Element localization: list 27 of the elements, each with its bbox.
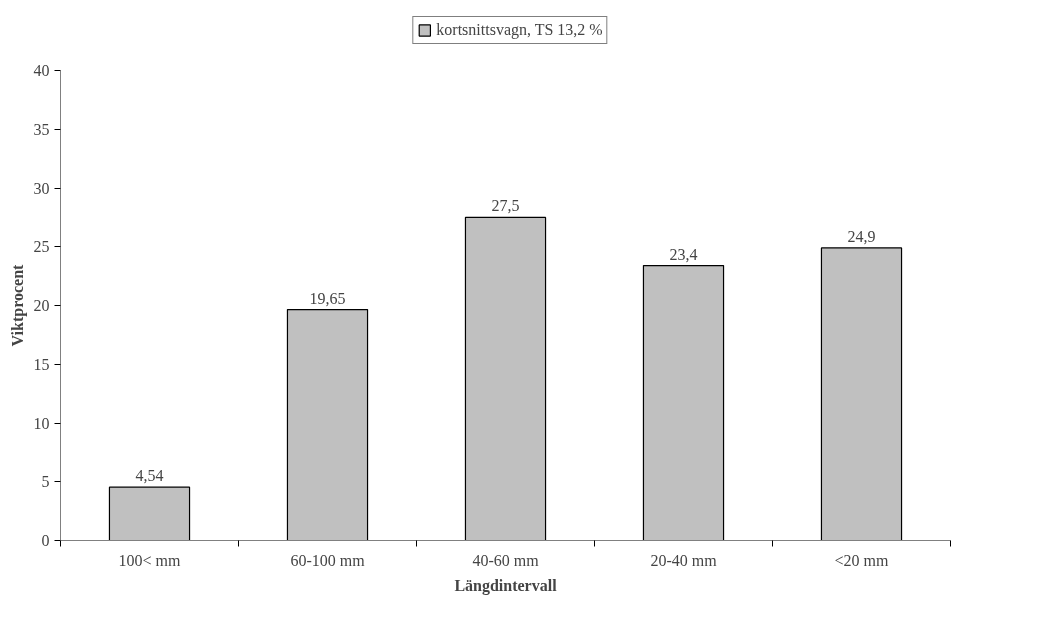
y-tick-label: 10 [33,414,50,432]
x-axis-title: Längdintervall [454,576,558,595]
y-tick-label: 15 [33,355,50,373]
y-tick-label: 40 [33,62,50,79]
y-tick-label: 5 [41,473,50,491]
y-tick-label: 0 [41,532,50,549]
bar [286,309,369,541]
text: 23,4 [669,245,698,263]
text: 27,5 [491,197,520,215]
legend-label: kortsnittsvagn, TS 13,2 % [436,21,603,39]
x-tick-label: 20-40 mm [650,551,718,569]
text: 24,9 [847,227,876,245]
y-tick-label: 30 [33,179,50,197]
bar [820,247,903,541]
text: 4,54 [135,467,164,485]
y-tick-label: 25 [33,238,50,256]
x-tick-label: 100< mm [118,551,182,569]
x-tick-label: <20 mm [834,551,890,569]
y-tick-label: 35 [33,120,50,138]
text: 19,65 [309,289,346,307]
y-axis-title: Viktprocent [8,263,27,347]
bar [642,264,725,541]
y-tick-label: 20 [33,297,50,314]
bar [108,486,191,541]
x-tick-label: 60-100 mm [290,551,366,569]
bar [464,216,547,541]
x-tick-label: 40-60 mm [472,551,540,569]
